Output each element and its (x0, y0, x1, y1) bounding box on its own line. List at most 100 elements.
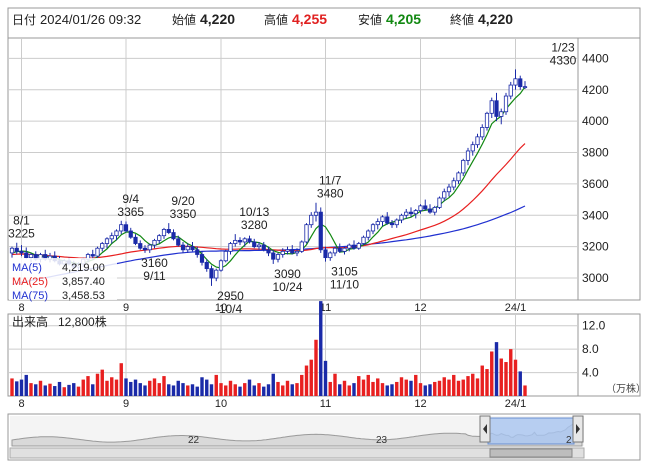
volume-bar (247, 379, 252, 396)
candle-body (171, 232, 176, 240)
candle (138, 240, 143, 250)
candle-body (214, 269, 219, 279)
candle-body (361, 236, 366, 244)
volume-bar (456, 380, 461, 396)
navigator-selection[interactable] (487, 417, 575, 445)
candle-body (489, 100, 494, 114)
candle (499, 108, 504, 125)
ma-legend: MA(5) 4,219.00 MA(25) 3,857.40 MA(75) 3,… (9, 258, 117, 302)
volume-bar (53, 386, 57, 396)
volume-bar (518, 371, 522, 396)
volume-bar (285, 380, 290, 396)
candle-body (366, 230, 371, 238)
volume-bar (124, 378, 128, 396)
price-tick-label: 3200 (582, 240, 609, 254)
candle-body (470, 144, 475, 152)
annotation-price: 9/11 (143, 269, 166, 283)
candle (366, 229, 371, 241)
candle (347, 243, 352, 252)
volume-bar (323, 360, 328, 396)
volume-bar (395, 381, 399, 396)
low-label: 安値 (358, 12, 382, 27)
volume-bar (423, 385, 427, 396)
candle-body (313, 211, 319, 216)
volume-x-tick-label: 24/1 (505, 398, 526, 410)
volume-bar (29, 383, 33, 396)
candle-body (456, 172, 461, 182)
candle (204, 259, 209, 272)
volume-bar (414, 374, 418, 396)
candle (423, 199, 428, 211)
volume-bar (219, 383, 223, 396)
legend-ma5-value: 4,219.00 (62, 262, 105, 274)
datetime-value: 2024/01/26 09:32 (40, 12, 141, 27)
price-x-axis: 8 9 10 11 12 24/1 (18, 302, 526, 314)
volume-bar (38, 380, 43, 396)
candle-body (261, 244, 266, 251)
open-label: 始値 (172, 12, 196, 27)
volume-bar (138, 383, 142, 396)
candle-body (19, 250, 24, 254)
candle-body (508, 84, 513, 97)
candle (123, 221, 129, 233)
candle-body (389, 222, 395, 226)
candle (385, 212, 390, 225)
volume-bar (485, 369, 489, 396)
candle-body (152, 239, 157, 246)
volume-bar (361, 379, 366, 396)
volume-bar (385, 385, 389, 396)
volume-bar (490, 351, 494, 396)
candle (171, 229, 176, 241)
candle (157, 234, 162, 244)
volume-x-axis: 8 9 10 11 12 24/1 (18, 398, 526, 410)
navigator-right-handle[interactable] (572, 415, 584, 443)
candle (399, 213, 404, 224)
annotation-date: 10/13 (239, 205, 269, 219)
volume-bar (252, 385, 256, 396)
candle-body (427, 208, 433, 213)
candle-body (446, 186, 452, 193)
navigator-scrollbar[interactable] (9, 447, 585, 459)
candle (271, 249, 276, 264)
volume-bar (475, 378, 480, 396)
range-navigator[interactable]: 22 23 2 (7, 413, 641, 461)
volume-bar (76, 386, 81, 396)
volume-bar (72, 383, 76, 396)
candle-body (385, 216, 390, 224)
annotation-date: 8/1 (13, 214, 30, 228)
candle (408, 207, 414, 217)
navigator-scroll-thumb[interactable] (489, 448, 573, 458)
volume-bar (523, 385, 527, 396)
candle-body (271, 252, 276, 260)
volume-bar (404, 379, 408, 396)
volume-bar (271, 373, 275, 396)
volume-bar (133, 379, 138, 396)
volume-bar (105, 380, 109, 396)
annotation-date: 9/4 (122, 192, 139, 206)
candle (518, 75, 523, 90)
candle-body (9, 247, 15, 254)
candle-body (418, 205, 423, 211)
legend-ma75-value: 3,458.53 (62, 290, 105, 302)
candle (256, 241, 262, 250)
navigator-left-handle[interactable] (479, 415, 491, 443)
candle (404, 209, 409, 219)
volume-bar (67, 384, 71, 396)
volume-bar (309, 359, 313, 396)
candle (337, 243, 342, 253)
volume-x-tick-label: 11 (320, 398, 331, 410)
candle (218, 259, 224, 272)
volume-bar (62, 387, 66, 396)
candle (252, 238, 257, 249)
volume-bar (461, 379, 465, 396)
candle-body (494, 100, 499, 117)
volume-bar (304, 365, 309, 396)
open-value: 4,220 (200, 11, 235, 27)
candle-body (432, 207, 437, 213)
volume-tick-label: 12.0 (582, 319, 606, 333)
candle (285, 246, 290, 255)
annotation-date: 3160 (141, 256, 168, 270)
volume-bar (48, 383, 52, 396)
price-x-tick-label: 8 (18, 302, 24, 314)
